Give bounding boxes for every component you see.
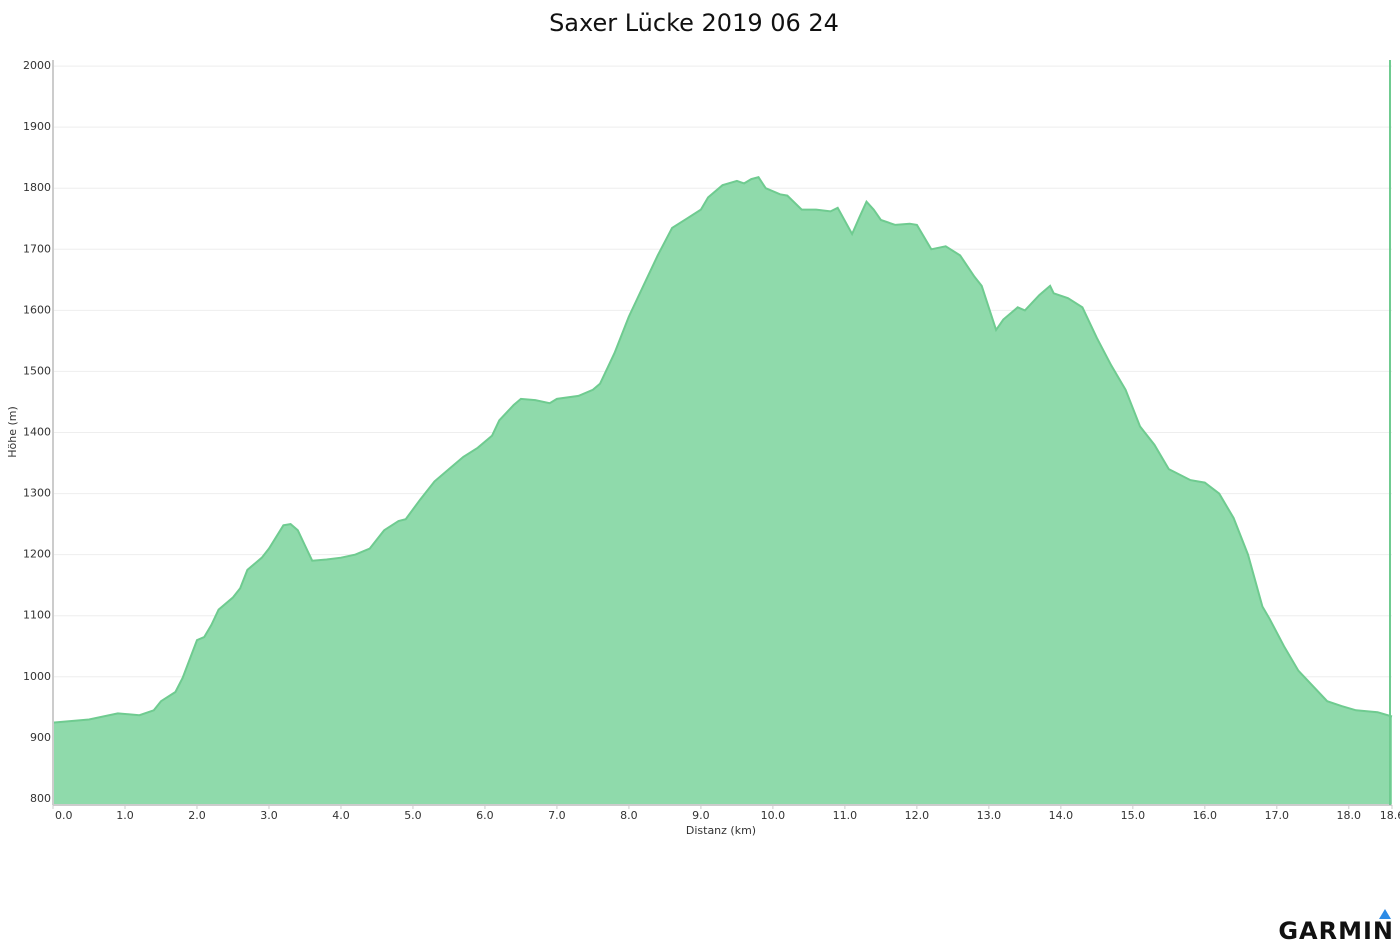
y-tick-label: 900 xyxy=(30,731,51,744)
y-tick-label: 2000 xyxy=(23,59,51,72)
x-tick-label: 3.0 xyxy=(260,809,278,822)
brand-logo: GARMIN xyxy=(1278,917,1394,942)
y-axis-title: Höhe (m) xyxy=(6,406,19,458)
y-tick-label: 1100 xyxy=(23,609,51,622)
x-tick-label: 2.0 xyxy=(188,809,206,822)
x-tick-label: 1.0 xyxy=(116,809,134,822)
x-tick-label: 7.0 xyxy=(548,809,566,822)
elevation-line xyxy=(52,176,1393,724)
chart-title: Saxer Lücke 2019 06 24 xyxy=(549,9,839,37)
x-tick-label: 8.0 xyxy=(620,809,638,822)
y-tick-label: 800 xyxy=(30,792,51,805)
x-tick-label: 12.0 xyxy=(905,809,930,822)
elevation-area xyxy=(53,177,1392,805)
y-tick-label: 1000 xyxy=(23,670,51,683)
y-tick-label: 1700 xyxy=(23,242,51,255)
x-tick-label: 13.0 xyxy=(977,809,1002,822)
y-tick-label: 1300 xyxy=(23,487,51,500)
x-tick-label: 18.6 xyxy=(1380,809,1400,822)
x-tick-label: 5.0 xyxy=(404,809,422,822)
y-tick-label: 1900 xyxy=(23,120,51,133)
x-tick-label: 4.0 xyxy=(332,809,350,822)
y-tick-label: 1800 xyxy=(23,181,51,194)
x-tick-label: 9.0 xyxy=(692,809,710,822)
y-tick-label: 1600 xyxy=(23,303,51,316)
y-tick-label: 1500 xyxy=(23,364,51,377)
x-tick-label: 6.0 xyxy=(476,809,494,822)
x-tick-label: 18.0 xyxy=(1337,809,1362,822)
x-tick-label: 14.0 xyxy=(1049,809,1074,822)
x-tick-label: 15.0 xyxy=(1121,809,1146,822)
x-tick-label: 10.0 xyxy=(761,809,786,822)
brand-icon xyxy=(1379,909,1391,919)
y-tick-label: 1400 xyxy=(23,426,51,439)
x-tick-label: 11.0 xyxy=(833,809,858,822)
x-tick-label: 0.0 xyxy=(55,809,73,822)
x-axis-title: Distanz (km) xyxy=(686,824,756,837)
y-tick-label: 1200 xyxy=(23,548,51,561)
x-tick-label: 16.0 xyxy=(1193,809,1218,822)
x-tick-label: 17.0 xyxy=(1265,809,1290,822)
